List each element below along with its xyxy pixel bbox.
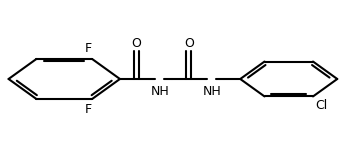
Text: F: F xyxy=(85,103,92,116)
Text: O: O xyxy=(132,37,142,50)
Text: O: O xyxy=(184,37,194,50)
Text: Cl: Cl xyxy=(315,99,327,112)
Text: F: F xyxy=(85,42,92,55)
Text: NH: NH xyxy=(151,85,169,98)
Text: NH: NH xyxy=(203,85,221,98)
